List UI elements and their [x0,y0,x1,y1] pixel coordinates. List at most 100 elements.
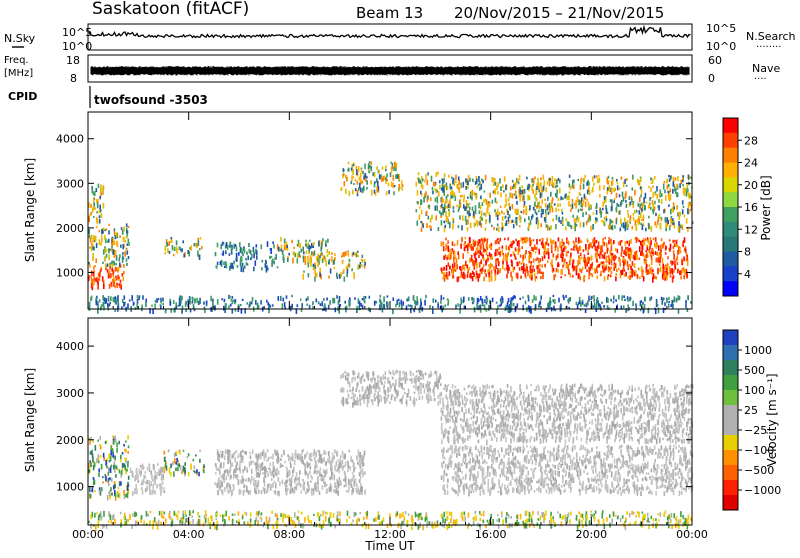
x-tick-label: 00:00 [676,528,708,541]
mhz-label: [MHz] [4,68,33,79]
data-cell-group [129,463,165,496]
colorbar-swatch [723,480,738,496]
data-cell-group [443,176,694,233]
colorbar-swatch [723,375,738,391]
data-cell-group [219,241,274,271]
data-cell-group [164,449,201,477]
data-cell-group [342,161,400,196]
nave-dots: ···· [754,74,767,85]
colorbar-tick-label: 25 [744,404,758,417]
colorbar-swatch [723,118,738,134]
beam-label: Beam 13 [356,4,423,22]
colorbar-tick-label: −25 [744,424,767,437]
y-tick-label: 4000 [56,133,84,146]
freq-right-tick-top: 60 [708,54,722,67]
power-heatmap [88,161,694,315]
x-tick-label: 08:00 [273,528,305,541]
power-ylabel: Slant Range [km] [23,158,37,262]
data-cell-group [90,510,690,531]
colorbar-swatch [723,495,738,511]
y-tick-label: 1000 [56,266,84,279]
colorbar-swatch [723,281,738,297]
data-cell-group [91,183,104,218]
cpid-value: twofsound -3503 [94,93,208,107]
data-cell-group [95,294,687,315]
data-cell-group [95,510,692,531]
colorbar-swatch [723,147,738,163]
data-cell-group [90,435,127,501]
xaxis-label: Time UT [364,539,415,553]
nave-label: Nave [752,62,780,75]
colorbar-tick-label: 8 [744,246,751,259]
data-cell-group [281,238,329,264]
data-cell-group [89,184,105,219]
velocity-ylabel: Slant Range [km] [23,368,37,472]
freq-label: Freq. [4,55,29,66]
data-cell-group [347,161,399,194]
data-cell-group [164,239,193,255]
data-cell-group [441,174,693,231]
data-cell-group [415,171,447,233]
colorbar-swatch [723,132,738,149]
station-title: Saskatoon (fitACF) [92,0,249,19]
colorbar-swatch [723,236,738,252]
colorbar-tick-label: 20 [744,179,758,192]
data-cell-group [303,251,353,282]
y-tick-label: 2000 [56,222,84,235]
data-cell-group [91,266,122,289]
colorbar-tick-label: 24 [744,157,758,170]
colorbar-tick-label: 16 [744,201,758,214]
data-cell-group [420,178,447,231]
data-cell-group [340,369,439,407]
data-cell-group [215,241,279,271]
power-y-axis: 1000 2000 3000 4000 [56,133,692,279]
colorbar-tick-label: −1000 [744,484,781,497]
freq-strip-frame [87,54,693,83]
colorbar-swatch [723,192,738,208]
x-tick-label: 16:00 [475,528,507,541]
data-cell-group [442,174,691,233]
freq-right-tick-bottom: 0 [708,72,715,85]
x-tick-label: 12:00 [374,528,406,541]
data-cell-group [164,237,202,253]
y-tick-label: 4000 [56,340,84,353]
colorbar-swatch [723,162,738,178]
colorbar-swatch [723,266,738,282]
data-cell-group [89,263,125,288]
data-cell-group [93,188,101,224]
colorbar-tick-label: −100 [744,444,774,457]
data-cell-group [131,463,162,496]
noise-right-tick-bottom: 10^0 [706,40,736,53]
noise-strip-frame [87,23,693,51]
y-tick-label: 3000 [56,177,84,190]
data-cell-group [415,175,445,226]
time-axis: 00:00 04:00 08:00 12:00 16:00 20:00 00:00 [72,112,708,541]
data-cell-group [214,449,365,497]
data-cell-group [164,451,205,475]
data-cell-group [91,266,122,291]
noise-left-tick-top: 10^5 [62,26,92,39]
noise-right-tick-top: 10^5 [706,22,736,35]
data-cell-group [90,510,685,531]
colorbar-tick-label: 28 [744,134,758,147]
noise-line [88,24,691,39]
data-cell-group [92,223,130,268]
data-cell-group [416,172,445,232]
data-cell-group [441,383,693,445]
colorbar-swatch [723,450,738,466]
power-colorbar: 28 24 20 16 12 8 4 [722,117,758,297]
data-cell-group [168,237,201,260]
data-cell-group [88,265,124,290]
data-cell-group [440,444,694,497]
data-cell-group [342,164,399,197]
colorbar-tick-label: 500 [744,364,765,377]
colorbar-swatch [723,405,738,421]
freq-band [90,66,690,76]
date-range: 20/Nov/2015 – 21/Nov/2015 [454,4,664,22]
y-tick-label: 2000 [56,434,84,447]
colorbar-tick-label: 4 [744,268,751,281]
x-tick-label: 00:00 [72,528,104,541]
power-colorbar-label: Power [dB] [759,175,773,240]
colorbar-tick-label: 12 [744,223,758,236]
